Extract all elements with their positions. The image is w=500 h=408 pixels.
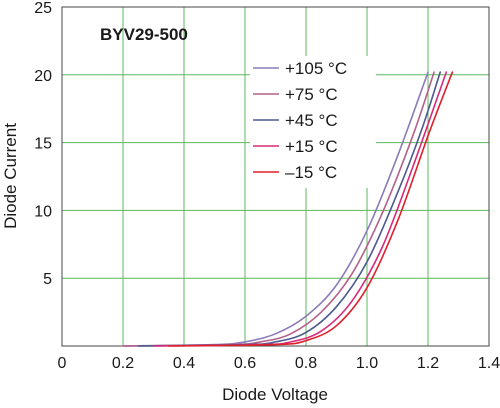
legend-background xyxy=(250,56,376,188)
y-tick-label: 5 xyxy=(43,271,52,288)
x-axis-title: Diode Voltage xyxy=(222,385,328,404)
x-tick-label: 0.8 xyxy=(295,355,317,372)
legend-label: +15 °C xyxy=(285,137,338,156)
tick-labels: 0 0.2 0.4 0.6 0.8 1.0 1.2 1.4 5 10 15 20 25 xyxy=(34,0,500,372)
plot-frame xyxy=(61,6,490,347)
x-tick-label: 1.4 xyxy=(478,355,500,372)
x-tick-label: 0.6 xyxy=(234,355,256,372)
series-line-5 xyxy=(168,71,454,347)
legend-label: +75 °C xyxy=(285,85,338,104)
y-tick-label: 10 xyxy=(34,203,52,220)
legend-label: +105 °C xyxy=(285,59,347,78)
x-tick-label: 1.2 xyxy=(417,355,439,372)
y-tick-label: 25 xyxy=(34,0,52,17)
legend-label: +45 °C xyxy=(285,111,338,130)
y-tick-label: 20 xyxy=(34,68,52,85)
x-tick-label: 0 xyxy=(58,355,67,372)
chart-title: BYV29-500 xyxy=(100,25,188,44)
x-tick-label: 1.0 xyxy=(356,355,378,372)
x-tick-label: 0.2 xyxy=(112,355,134,372)
series-lines xyxy=(122,71,454,347)
y-tick-label: 15 xyxy=(34,136,52,153)
legend-label: –15 °C xyxy=(285,163,337,182)
legend: +105 °C +75 °C +45 °C +15 °C –15 °C xyxy=(250,56,376,188)
x-tick-label: 0.4 xyxy=(173,355,195,372)
y-axis-title: Diode Current xyxy=(1,123,20,229)
